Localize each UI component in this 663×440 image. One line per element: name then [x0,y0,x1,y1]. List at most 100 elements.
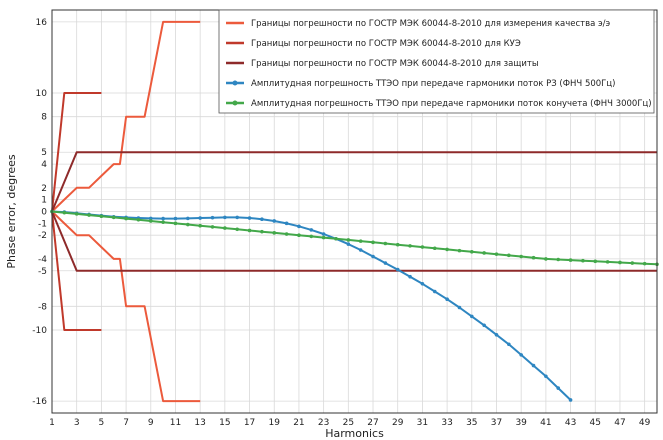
legend-marker [232,100,238,106]
x-tick-label: 23 [318,418,329,428]
data-point [173,221,178,226]
legend-label: Амплитудная погрешность ТТЭО при передач… [251,99,652,109]
data-point [148,216,153,221]
data-point [605,260,610,264]
data-point [284,221,289,226]
data-point [260,217,264,222]
data-point [457,305,462,310]
data-point [297,224,301,229]
y-tick-label: -10 [32,326,47,336]
y-tick-label: -4 [38,255,47,265]
x-tick-label: 27 [367,418,378,428]
series-line [51,151,657,212]
x-axis-title: Harmonics [325,427,384,440]
legend-label: Амплитудная погрешность ТТЭО при передач… [251,79,615,89]
data-point [148,219,153,223]
x-tick-label: 49 [639,418,651,428]
data-point [358,239,363,243]
data-point [568,258,573,262]
data-point [544,374,548,379]
y-tick-label: -5 [38,267,47,277]
x-tick-label: 41 [540,418,551,428]
x-tick-label: 33 [441,418,452,428]
data-point [420,245,425,249]
data-point [469,314,474,319]
data-point [186,222,190,227]
y-tick-label: 0 [41,208,47,218]
x-tick-label: 7 [123,418,129,428]
data-point [630,261,635,265]
x-tick-label: 15 [219,418,230,428]
x-tick-label: 19 [269,418,281,428]
data-point [346,242,351,246]
x-tick-label: 29 [392,418,404,428]
x-tick-label: 3 [74,418,80,428]
y-axis-title: Phase error, degrees [5,154,18,269]
data-point [469,250,474,254]
data-point [432,246,437,251]
data-point [235,227,240,232]
data-point [74,212,79,216]
data-point [346,238,351,242]
series-5 [50,209,659,267]
legend-label: Границы погрешности по ГОСТР МЭК 60044-8… [251,39,521,49]
y-tick-label: -1 [38,219,47,229]
data-point [395,242,400,247]
data-point [87,213,91,217]
data-point [556,257,561,262]
y-tick-label: 4 [41,160,47,170]
data-point [272,231,277,235]
data-point [581,258,585,263]
y-tick-label: 5 [41,148,47,158]
series-line [51,210,201,403]
x-tick-label: 37 [491,418,502,428]
data-point [223,226,227,230]
data-point [62,210,67,215]
data-point [358,248,363,252]
data-point [124,216,128,221]
series-line [51,211,657,272]
data-point [198,223,202,228]
x-tick-label: 21 [293,418,304,428]
data-point [136,217,141,222]
data-point [111,215,116,220]
data-point [247,228,252,233]
x-tick-label: 9 [148,418,154,428]
data-point [309,234,314,239]
x-tick-label: 35 [466,418,477,428]
data-point [568,398,573,402]
y-tick-label: 1 [41,196,47,206]
data-point [507,253,511,258]
data-point [371,240,375,245]
data-point [297,233,301,238]
x-tick-label: 39 [515,418,527,428]
data-point [482,251,486,255]
data-point [494,252,499,256]
data-point [247,216,252,220]
data-point [408,244,412,248]
legend-label: Границы погрешности по ГОСТР МЭК 60044-8… [251,19,611,29]
series-line [51,20,201,213]
data-point [432,289,437,294]
data-point [618,260,622,265]
data-point [198,216,202,220]
data-point [507,342,511,347]
y-tick-label: 8 [41,113,47,123]
y-tick-label: -2 [38,231,47,241]
data-point [99,214,104,219]
y-tick-label: 16 [36,18,48,28]
legend-marker [232,80,238,86]
legend-label: Границы погрешности по ГОСТР МЭК 60044-8… [251,59,539,69]
data-point [531,255,536,260]
y-tick-label: 10 [36,89,48,99]
data-point [519,254,523,259]
data-point [223,215,227,220]
x-tick-label: 5 [99,418,105,428]
data-point [420,282,425,286]
x-tick-label: 1 [49,418,55,428]
data-point [235,215,240,220]
x-tick-label: 43 [565,418,576,428]
x-tick-label: 17 [244,418,255,428]
data-point [445,297,449,302]
